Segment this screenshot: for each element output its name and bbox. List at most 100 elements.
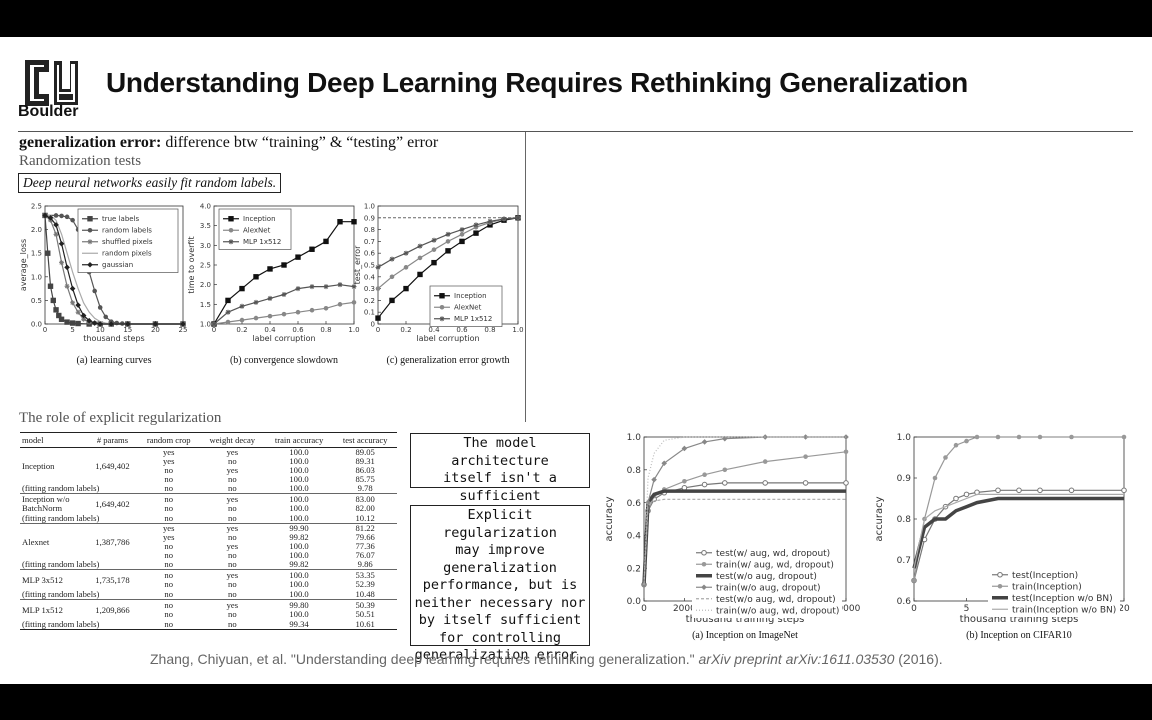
data-point — [239, 285, 245, 292]
data-point — [701, 561, 707, 567]
data-point — [389, 256, 395, 262]
x-tick-label: 0.4 — [264, 326, 276, 334]
series-train-inception — [911, 434, 1127, 583]
note-explicit-line: Explicit regularization — [443, 507, 557, 541]
table-cell-model: Alexnet — [20, 523, 88, 560]
y-axis-label: accuracy — [874, 496, 885, 541]
note-architecture: The model architecture itself isn't a su… — [410, 433, 590, 521]
data-point — [445, 248, 451, 254]
x-tick-label: 0 — [43, 326, 47, 334]
table-row: Alexnet 1,387,786 yes yes 99.90 81.22 — [20, 523, 397, 560]
data-point — [351, 284, 357, 290]
y-tick-label: 0.4 — [364, 273, 376, 281]
x-tick-label: 0.6 — [456, 326, 468, 334]
data-point — [459, 232, 465, 237]
data-point — [375, 264, 381, 270]
data-point — [403, 265, 409, 270]
table-cell: 53.35 — [333, 569, 397, 580]
data-point — [69, 285, 76, 292]
data-point — [997, 571, 1003, 578]
data-point — [702, 472, 707, 478]
data-point — [995, 487, 1001, 494]
table-cell: no — [164, 579, 174, 590]
table-cell: no — [137, 569, 200, 580]
y-tick-label: 1.0 — [364, 202, 375, 210]
table-cell: no — [137, 599, 200, 610]
table-row: no yes 100.0 86.03 — [20, 464, 397, 475]
claim-box: Deep neural networks easily fit random l… — [18, 173, 282, 193]
data-point — [70, 217, 75, 223]
table-cell: no — [228, 455, 237, 466]
table-cell: 100.0 — [289, 464, 309, 475]
data-point — [87, 239, 93, 245]
table-cell: yes — [162, 531, 175, 542]
data-point — [53, 231, 59, 237]
data-point — [439, 293, 445, 299]
note-explicit-line: by itself sufficient — [418, 612, 582, 628]
y-tick-label: 2.5 — [200, 261, 211, 269]
table-row: no no 100.0 50.51 — [20, 610, 397, 620]
series-line — [913, 493, 1124, 569]
note-architecture-line: The model architecture — [451, 435, 549, 469]
data-point — [87, 216, 93, 222]
data-point — [722, 480, 728, 486]
data-point — [295, 254, 301, 260]
chart-caption: (c) generalization error growth — [387, 355, 510, 366]
table-cell: 83.00 — [333, 493, 397, 504]
y-tick-label: 3.5 — [200, 222, 211, 230]
table-cell-params: 1,649,402 — [95, 460, 130, 471]
table-cell: no — [228, 503, 237, 514]
x-axis-label: thousand training steps — [960, 614, 1079, 625]
data-point — [225, 319, 231, 325]
legend-box — [988, 565, 1120, 617]
y-tick-label: 0.2 — [364, 297, 375, 305]
data-point — [92, 288, 97, 294]
table-cell: no — [228, 609, 237, 620]
data-point — [281, 311, 287, 317]
data-point — [473, 230, 479, 236]
col-train-accuracy: train accuracy — [264, 432, 334, 448]
data-point — [682, 478, 687, 484]
data-point — [722, 467, 728, 473]
table-cell: no — [228, 559, 237, 570]
data-point — [802, 434, 809, 440]
legend-label: train(Inception) — [1012, 582, 1082, 592]
data-point — [1037, 487, 1043, 494]
citation-venue: arXiv preprint arXiv:1611.03530 — [698, 651, 895, 667]
series-train-inception-w-o-bn — [913, 493, 1124, 569]
y-axis-label: accuracy — [604, 496, 615, 541]
table-cell: 50.51 — [355, 609, 375, 620]
note-explicit-line: performance, but is — [422, 577, 578, 593]
y-tick-label: 1.0 — [627, 433, 642, 443]
table-cell: 99.90 — [264, 523, 334, 533]
table-cell: yes — [199, 493, 265, 504]
y-tick-label: 1.0 — [200, 320, 211, 328]
data-point — [114, 320, 120, 326]
data-point — [267, 266, 273, 272]
y-tick-label: 1.0 — [897, 433, 912, 443]
table-cell: 100.0 — [264, 493, 334, 504]
x-axis-label: thousand training steps — [686, 614, 805, 625]
series-line — [643, 482, 846, 585]
data-point — [802, 480, 809, 486]
data-point — [75, 320, 81, 327]
table-cell: no — [164, 483, 174, 494]
x-tick-label: 0.8 — [484, 326, 495, 334]
table-cell-model: Inception — [22, 460, 55, 471]
y-tick-label: 1.5 — [31, 250, 42, 258]
legend-label: test(Inception) — [1012, 571, 1078, 581]
data-point — [228, 227, 234, 233]
data-point — [80, 312, 87, 319]
y-tick-label: 2.0 — [31, 226, 42, 234]
legend-label: test(w/ aug, wd, dropout) — [716, 549, 830, 559]
y-tick-label: 0.5 — [364, 261, 375, 269]
data-point — [64, 283, 70, 289]
y-tick-label: 0 — [371, 320, 375, 328]
table-cell: 76.07 — [355, 549, 375, 560]
table-cell: 82.00 — [355, 503, 375, 514]
y-tick-label: 0.0 — [627, 597, 642, 607]
data-point — [1069, 434, 1074, 440]
data-point — [651, 476, 657, 483]
table-row-fitting: (fitting random labels) no no 100.0 9.78 — [20, 484, 397, 494]
